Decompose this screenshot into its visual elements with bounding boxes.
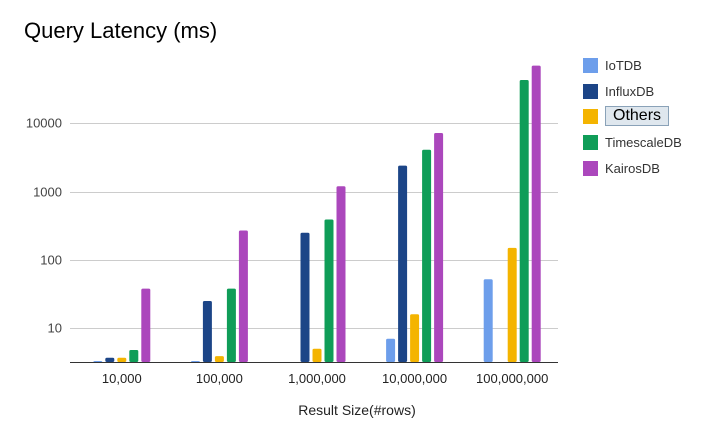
legend-swatch: [583, 57, 598, 73]
x-tick-label: 100,000: [196, 371, 243, 386]
legend-item-kairosdb: KairosDB: [583, 159, 660, 177]
bar-others-1: [214, 356, 224, 362]
bar-timescaledb-0: [129, 349, 139, 362]
legend-swatch: [583, 134, 598, 150]
bar-iotdb-3: [386, 338, 396, 362]
bar-others-2: [312, 348, 322, 362]
bar-timescaledb-3: [422, 149, 432, 362]
legend-swatch: [583, 108, 598, 124]
legend-item-others: Others: [583, 106, 670, 126]
y-axis: 10 100 1000 10000: [26, 116, 62, 336]
legend-label: IoTDB: [605, 57, 642, 73]
x-tick-label: 100,000,000: [476, 371, 548, 386]
bar-others-0: [117, 357, 127, 362]
bar-others-3: [410, 314, 420, 362]
x-tick-label: 10,000,000: [382, 371, 447, 386]
bar-kairosdb-1: [238, 230, 248, 362]
x-axis-label: Result Size(#rows): [298, 402, 416, 418]
bar-influxdb-3: [398, 165, 408, 362]
bar-kairosdb-3: [434, 133, 444, 362]
x-tick-label: 1,000,000: [288, 371, 346, 386]
bar-iotdb-1: [190, 361, 200, 362]
x-axis: 10,000 100,000 1,000,000 10,000,000 100,000,…: [102, 371, 548, 386]
bar-kairosdb-4: [531, 65, 541, 362]
bar-influxdb-2: [300, 232, 310, 362]
bars: [93, 65, 541, 363]
bar-others-4: [507, 247, 517, 362]
chart-title: Query Latency (ms): [24, 18, 218, 43]
y-tick-label: 100: [40, 253, 62, 268]
bar-iotdb-4: [483, 279, 493, 362]
y-tick-label: 1000: [33, 185, 62, 200]
bar-timescaledb-2: [324, 219, 334, 362]
y-tick-label: 10000: [26, 116, 62, 131]
y-tick-label: 10: [48, 321, 62, 336]
legend-swatch: [583, 83, 598, 99]
legend-item-influxdb: InfluxDB: [583, 82, 654, 100]
bar-timescaledb-1: [226, 288, 236, 362]
legend-label: KairosDB: [605, 160, 660, 176]
legend-label: TimescaleDB: [605, 134, 682, 150]
bar-kairosdb-2: [336, 186, 346, 362]
bar-influxdb-1: [202, 301, 212, 362]
bar-influxdb-0: [105, 357, 115, 362]
bar-kairosdb-0: [141, 288, 151, 362]
legend-label: Others: [605, 106, 670, 126]
legend-item-timescaledb: TimescaleDB: [583, 133, 682, 151]
bar-timescaledb-4: [519, 80, 529, 363]
legend-label: InfluxDB: [605, 83, 655, 99]
x-tick-label: 10,000: [102, 371, 142, 386]
legend-item-iotdb: IoTDB: [583, 56, 642, 74]
gridlines: [70, 123, 558, 363]
legend-swatch: [583, 160, 598, 176]
bar-iotdb-0: [93, 361, 103, 362]
